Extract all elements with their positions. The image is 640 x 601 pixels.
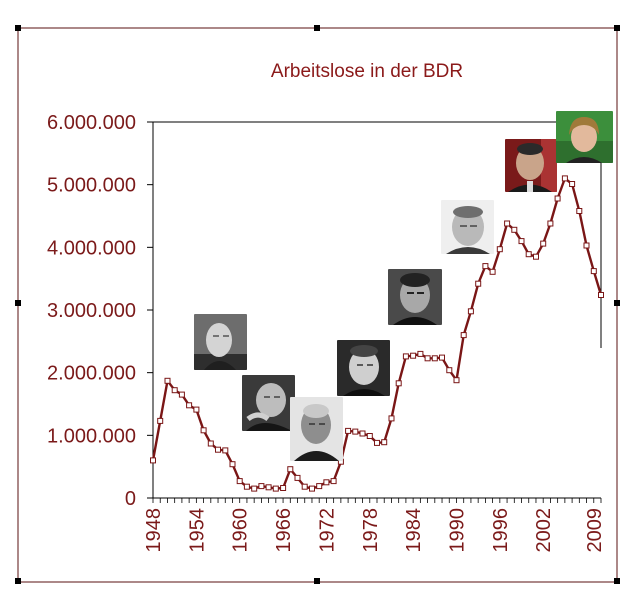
data-point xyxy=(576,208,583,214)
data-point xyxy=(309,485,315,492)
data-point xyxy=(402,353,409,360)
data-point xyxy=(330,478,337,485)
data-point xyxy=(439,354,445,361)
data-point xyxy=(193,406,200,413)
data-point xyxy=(496,246,503,253)
data-point xyxy=(287,466,294,473)
portrait-erhard-icon xyxy=(242,375,295,431)
x-tick-label: 1960 xyxy=(230,508,252,553)
data-point xyxy=(323,479,330,486)
data-point xyxy=(540,240,547,247)
data-point xyxy=(150,457,156,464)
data-point xyxy=(511,226,518,233)
y-tick-label: 2.000.000 xyxy=(47,363,136,385)
x-tick-label: 1966 xyxy=(273,508,295,553)
data-point xyxy=(294,474,301,481)
x-tick-labels: 1948 1954 1960 1966 1972 1978 1984 1990 1996 2002… xyxy=(143,508,606,553)
data-point xyxy=(424,355,431,362)
data-point xyxy=(417,350,424,357)
y-tick-label: 6.000.000 xyxy=(47,112,136,134)
x-tick-label: 1954 xyxy=(186,508,208,553)
data-point xyxy=(446,367,453,374)
data-point xyxy=(171,387,178,394)
x-tick-label: 2002 xyxy=(533,508,555,553)
data-point xyxy=(561,175,568,182)
portrait-merkel-icon xyxy=(556,111,613,163)
data-point xyxy=(554,195,561,202)
portrait-kiesinger-icon xyxy=(290,397,343,461)
data-point xyxy=(359,430,366,437)
data-point xyxy=(164,377,171,384)
data-point xyxy=(345,427,352,434)
x-tick-label: 1948 xyxy=(143,508,165,553)
data-point xyxy=(453,377,460,384)
selection-handles xyxy=(15,25,620,584)
data-point xyxy=(489,268,496,275)
data-point xyxy=(395,380,402,387)
portrait-brandt-icon xyxy=(337,340,390,396)
x-tick-label: 1984 xyxy=(403,508,425,553)
data-point xyxy=(518,238,525,245)
data-point xyxy=(236,478,243,485)
x-tick-label: 2009 xyxy=(584,508,606,553)
y-tick-label: 1.000.000 xyxy=(47,425,136,447)
portrait-schroeder-icon xyxy=(505,139,557,192)
data-point xyxy=(186,402,193,409)
data-point xyxy=(598,292,604,298)
data-point xyxy=(207,440,214,447)
portrait-adenauer-icon xyxy=(194,314,247,370)
data-point xyxy=(243,483,250,490)
data-point xyxy=(590,268,597,275)
data-point xyxy=(431,355,438,362)
y-tick-label: 5.000.000 xyxy=(47,175,136,197)
data-point xyxy=(547,220,554,227)
data-point xyxy=(381,439,388,446)
data-point xyxy=(374,439,380,446)
x-tick-label: 1972 xyxy=(316,508,338,553)
x-tick-label: 1990 xyxy=(446,508,468,553)
data-point xyxy=(157,417,164,424)
x-tick-label: 1996 xyxy=(490,508,512,552)
data-point xyxy=(533,253,539,260)
data-point xyxy=(583,242,590,249)
x-tick-label: 1978 xyxy=(360,508,382,553)
data-point xyxy=(475,280,482,287)
data-point xyxy=(388,415,395,422)
data-point xyxy=(200,427,207,434)
y-tick-label: 0 xyxy=(125,488,136,510)
y-tick-label: 3.000.000 xyxy=(47,300,136,322)
data-point xyxy=(215,446,221,453)
axes xyxy=(147,121,602,503)
data-point xyxy=(569,181,576,187)
data-point xyxy=(229,461,236,468)
data-point xyxy=(178,391,185,398)
portrait-kohl-icon xyxy=(441,200,494,254)
data-point xyxy=(265,484,272,491)
data-point xyxy=(316,483,323,490)
data-point xyxy=(504,220,511,227)
portrait-schmidt-icon xyxy=(388,269,442,325)
data-point xyxy=(460,332,467,339)
series-layer xyxy=(150,175,604,492)
data-point xyxy=(251,485,258,492)
y-tick-label: 4.000.000 xyxy=(47,237,136,259)
data-point xyxy=(525,251,532,258)
data-point xyxy=(410,352,417,359)
data-point xyxy=(258,483,265,490)
data-point xyxy=(352,428,359,435)
y-tick-labels: 0 1.000.000 2.000.000 3.000.000 4.000.000 5.0… xyxy=(47,112,136,510)
data-point xyxy=(222,447,229,454)
data-point xyxy=(482,263,489,270)
data-point xyxy=(467,308,474,315)
data-point xyxy=(272,485,279,492)
data-point xyxy=(280,485,287,491)
data-point xyxy=(366,433,373,439)
chart-title: Arbeitslose in der BDR xyxy=(271,61,463,82)
data-point xyxy=(301,483,308,490)
